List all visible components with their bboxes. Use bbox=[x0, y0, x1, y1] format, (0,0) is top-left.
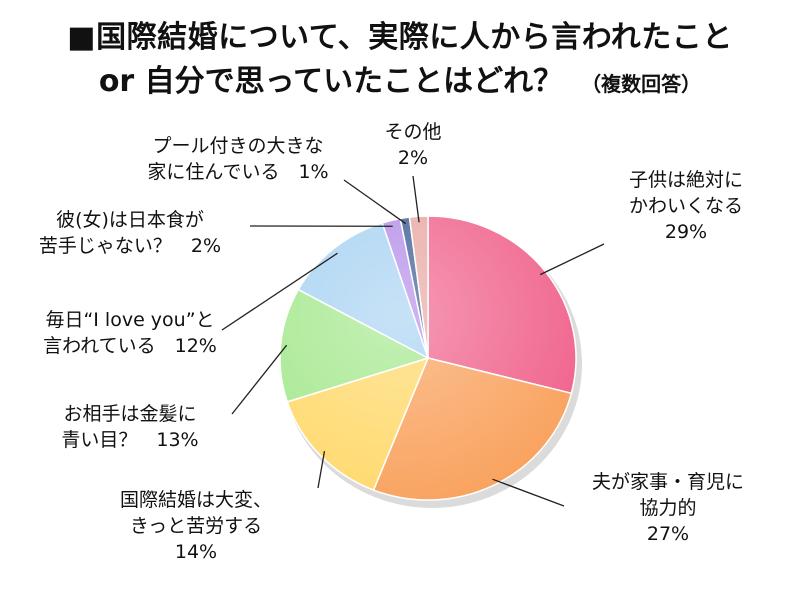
chart-subtitle: （複数回答） bbox=[581, 72, 702, 96]
leader-line-1 bbox=[492, 478, 565, 507]
slice-label-0-line-0: 子供は絶対に bbox=[629, 169, 743, 191]
slice-value-7: 2% bbox=[398, 147, 428, 169]
slice-label-2-line-0: 国際結婚は大変、 bbox=[120, 489, 272, 511]
slice-label-3-line-0: お相手は金髪に bbox=[63, 403, 196, 425]
slice-label-6-line-0: プール付きの大きな bbox=[152, 135, 323, 157]
chart-title-line2-text: or 自分で思っていたことはどれ？ bbox=[98, 64, 564, 99]
slice-label-1-line-0: 夫が家事・育児に bbox=[592, 471, 744, 493]
leader-line-3 bbox=[231, 344, 288, 415]
chart-title-line1: ■国際結婚について、実際に人から言われたこと bbox=[67, 20, 733, 55]
leader-line-4 bbox=[221, 252, 338, 331]
leader-line-2 bbox=[317, 450, 326, 489]
slice-value-2: 14% bbox=[175, 541, 217, 563]
slice-label-3-line-1: 青い目？ 13% bbox=[61, 429, 198, 451]
slice-label-2-line-1: きっと苦労する bbox=[130, 515, 262, 537]
slice-label-5-line-0: 彼(女)は日本食が bbox=[56, 209, 204, 231]
slice-label-1-line-1: 協力的 bbox=[639, 497, 696, 519]
slice-label-6-line-1: 家に住んでいる 1% bbox=[147, 161, 328, 183]
slice-label-0-line-1: かわいくなる bbox=[629, 195, 743, 217]
leader-line-0 bbox=[539, 243, 605, 276]
slice-label-5-line-1: 苦手じゃない？ 2% bbox=[39, 235, 221, 257]
leader-line-7 bbox=[412, 175, 420, 223]
slice-label-4-line-1: 言われている 12% bbox=[43, 335, 217, 357]
slice-label-7-line-0: その他 bbox=[384, 121, 441, 143]
slice-value-1: 27% bbox=[647, 523, 689, 545]
chart-title-line2: or 自分で思っていたことはどれ？ （複数回答） bbox=[0, 56, 800, 100]
leader-line-6 bbox=[343, 179, 407, 225]
slice-value-0: 29% bbox=[665, 221, 707, 243]
slice-label-4-line-0: 毎日“I love you”と bbox=[45, 309, 214, 331]
pie-gloss bbox=[280, 216, 576, 500]
